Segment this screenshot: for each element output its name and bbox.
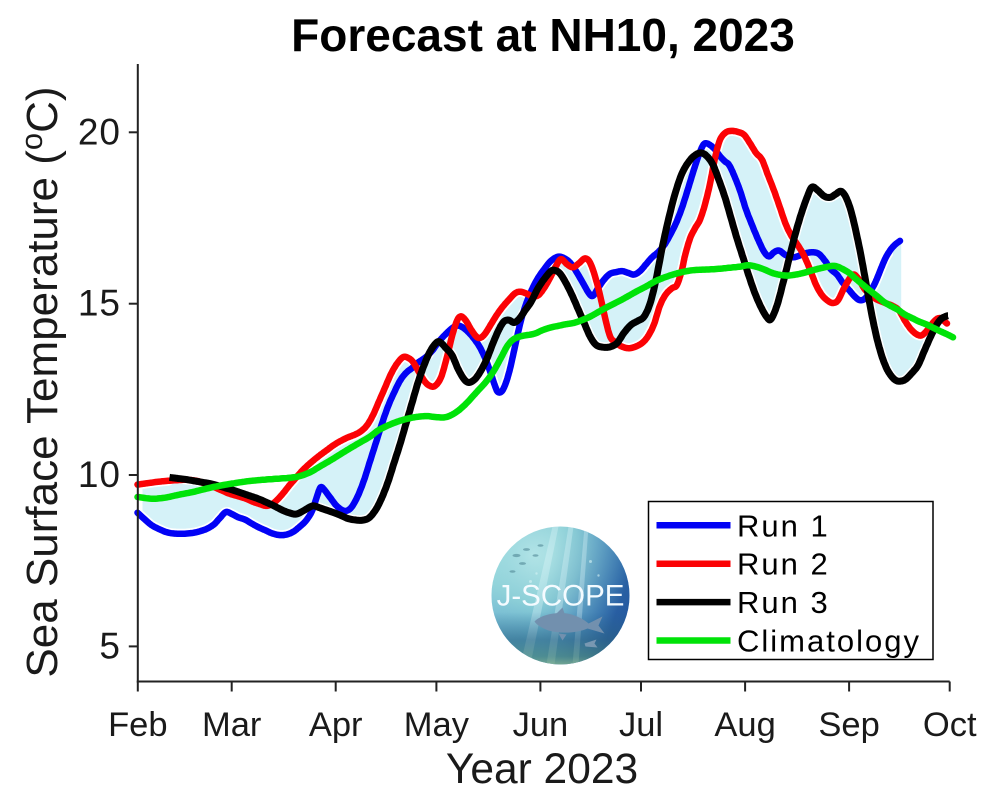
svg-text:Run 2: Run 2 [737,547,830,582]
svg-text:Run 1: Run 1 [737,508,830,543]
svg-text:Climatology: Climatology [737,624,921,659]
svg-text:Run 3: Run 3 [737,585,830,620]
svg-text:Oct: Oct [923,706,977,744]
svg-text:Year 2023: Year 2023 [446,746,638,793]
svg-text:May: May [404,706,470,744]
svg-text:Sea Surface Temperature (oC): Sea Surface Temperature (oC) [14,86,67,677]
svg-text:Sep: Sep [818,706,879,744]
svg-text:Feb: Feb [108,706,167,744]
svg-text:Aug: Aug [714,706,775,744]
svg-text:15: 15 [78,283,121,324]
svg-text:Jun: Jun [513,706,569,744]
svg-text:20: 20 [78,111,121,152]
svg-text:Jul: Jul [619,706,663,744]
svg-text:J-SCOPE: J-SCOPE [497,580,625,613]
svg-text:Forecast at NH10, 2023: Forecast at NH10, 2023 [291,9,795,61]
svg-text:5: 5 [99,625,121,666]
svg-text:Apr: Apr [309,706,363,744]
svg-text:Mar: Mar [202,706,261,744]
svg-text:10: 10 [78,454,121,495]
